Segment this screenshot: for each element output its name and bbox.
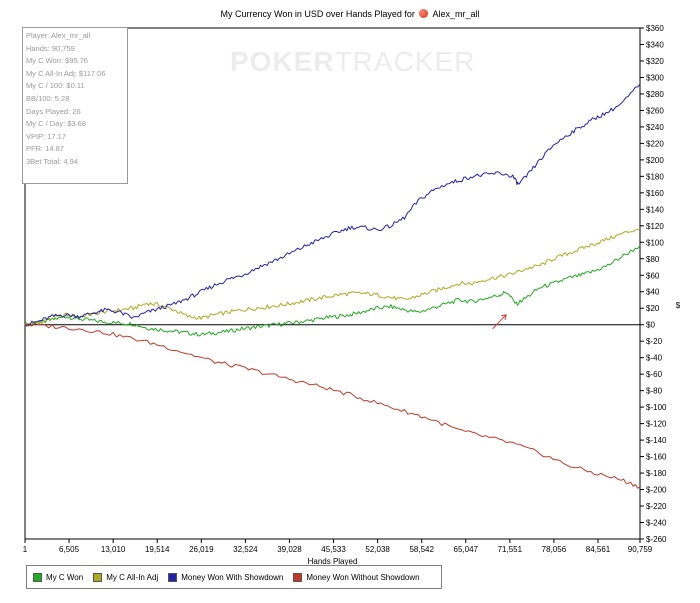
legend-swatch bbox=[293, 572, 303, 582]
stat-c-per-day: My C / Day: $3.68 bbox=[26, 119, 87, 129]
x-tick-label: 84,561 bbox=[586, 545, 611, 554]
chart-title-prefix: My Currency Won in USD over Hands Played… bbox=[220, 9, 415, 19]
x-tick-label: 90,759 bbox=[628, 545, 653, 554]
y-tick-label: $200 bbox=[646, 156, 664, 165]
y-tick-label: $-100 bbox=[646, 403, 667, 412]
y-tick-label: $-240 bbox=[646, 519, 667, 528]
y-tick-label: $-160 bbox=[646, 453, 667, 462]
annotation-arrow bbox=[492, 314, 507, 330]
legend-item-my-c-won[interactable]: My C Won bbox=[33, 572, 84, 582]
x-tick-label: 45,533 bbox=[321, 545, 346, 554]
x-tick-label: 39,028 bbox=[277, 545, 302, 554]
stat-vpip: VPIP: 17.17 bbox=[26, 131, 67, 141]
legend: My C Won My C All-In Adj Money Won With … bbox=[26, 565, 442, 589]
y-tick-label: $-20 bbox=[646, 337, 663, 346]
x-axis-label: Hands Played bbox=[308, 557, 358, 566]
watermark-tracker: TRACKER bbox=[334, 46, 476, 77]
x-tick-label: 13,010 bbox=[101, 545, 126, 554]
poker-player-icon bbox=[419, 9, 429, 18]
legend-item-without-showdown[interactable]: Money Won Without Showdown bbox=[293, 572, 420, 582]
stat-days-played: Days Played: 26 bbox=[26, 106, 81, 116]
legend-item-all-in-adj[interactable]: My C All-In Adj bbox=[93, 572, 159, 582]
y-tick-label: $-200 bbox=[646, 486, 667, 495]
legend-swatch bbox=[93, 572, 103, 582]
y-tick-label: $120 bbox=[646, 222, 664, 231]
stat-pfr: PFR: 14.87 bbox=[26, 144, 64, 154]
series-line-2 bbox=[24, 83, 641, 327]
watermark-poker: POKER bbox=[230, 46, 335, 77]
x-tick-label: 1 bbox=[23, 545, 28, 554]
y-axis-label: $ bbox=[676, 301, 681, 310]
chart-title-player: Alex_mr_all bbox=[432, 9, 480, 19]
y-tick-label: $280 bbox=[646, 90, 664, 99]
x-tick-label: 65,047 bbox=[454, 545, 479, 554]
y-tick-label: $360 bbox=[646, 24, 664, 33]
stat-player: Player: Alex_mr_all bbox=[26, 31, 91, 40]
y-tick-label: $-80 bbox=[646, 387, 663, 396]
stat-bb-per-100: BB/100: 5.28 bbox=[26, 93, 70, 103]
y-tick-label: $180 bbox=[646, 172, 664, 181]
y-tick-label: $140 bbox=[646, 205, 664, 214]
x-tick-label: 19,514 bbox=[145, 545, 170, 554]
y-tick-label: $-60 bbox=[646, 370, 663, 379]
y-tick-label: $340 bbox=[646, 40, 664, 49]
stats-box: Player: Alex_mr_all Hands: 90,759 My C W… bbox=[22, 27, 128, 184]
y-tick-label: $0 bbox=[646, 321, 655, 330]
stat-allin-adj: My C All-In Adj: $117.06 bbox=[26, 68, 106, 78]
x-tick-label: 58,542 bbox=[409, 545, 434, 554]
series-line-1 bbox=[24, 227, 641, 326]
y-tick-label: $80 bbox=[646, 255, 660, 264]
y-tick-label: $-40 bbox=[646, 354, 663, 363]
series-line-3 bbox=[24, 323, 641, 489]
x-tick-label: 78,056 bbox=[542, 545, 567, 554]
legend-label: Money Won With Showdown bbox=[181, 572, 284, 582]
chart-title: My Currency Won in USD over Hands Played… bbox=[0, 9, 700, 19]
legend-label: My C Won bbox=[46, 572, 84, 582]
y-tick-label: $20 bbox=[646, 304, 660, 313]
y-tick-label: $320 bbox=[646, 57, 664, 66]
annotation-arrowhead bbox=[501, 314, 507, 320]
y-tick-label: $-120 bbox=[646, 420, 667, 429]
y-tick-label: $260 bbox=[646, 106, 664, 115]
x-tick-label: 71,551 bbox=[498, 545, 523, 554]
y-tick-label: $-220 bbox=[646, 502, 667, 511]
x-tick-label: 32,524 bbox=[233, 545, 258, 554]
y-tick-label: $100 bbox=[646, 238, 664, 247]
y-tick-label: $40 bbox=[646, 288, 660, 297]
x-tick-label: 52,038 bbox=[365, 545, 390, 554]
pokertracker-watermark: POKERTRACKER bbox=[230, 46, 475, 78]
stat-c-won: My C Won: $95.76 bbox=[26, 56, 88, 66]
y-tick-label: $-260 bbox=[646, 535, 667, 544]
legend-item-with-showdown[interactable]: Money Won With Showdown bbox=[168, 572, 284, 582]
x-tick-label: 6,505 bbox=[59, 545, 80, 554]
stat-3bet: 3Bet Total: 4.94 bbox=[26, 156, 78, 166]
series-line-0 bbox=[24, 245, 641, 337]
y-tick-label: $60 bbox=[646, 271, 660, 280]
y-tick-label: $300 bbox=[646, 73, 664, 82]
y-tick-label: $220 bbox=[646, 139, 664, 148]
y-tick-label: $-180 bbox=[646, 469, 667, 478]
y-tick-label: $160 bbox=[646, 189, 664, 198]
y-tick-label: $240 bbox=[646, 123, 664, 132]
stat-c-per-100: My C / 100: $0.11 bbox=[26, 81, 85, 91]
legend-label: Money Won Without Showdown bbox=[306, 572, 420, 582]
legend-label: My C All-In Adj bbox=[106, 572, 159, 582]
x-tick-label: 26,019 bbox=[189, 545, 214, 554]
stat-hands: Hands: 90,759 bbox=[26, 43, 75, 53]
legend-swatch bbox=[33, 572, 42, 582]
legend-swatch bbox=[168, 572, 178, 582]
y-tick-label: $-140 bbox=[646, 436, 667, 445]
